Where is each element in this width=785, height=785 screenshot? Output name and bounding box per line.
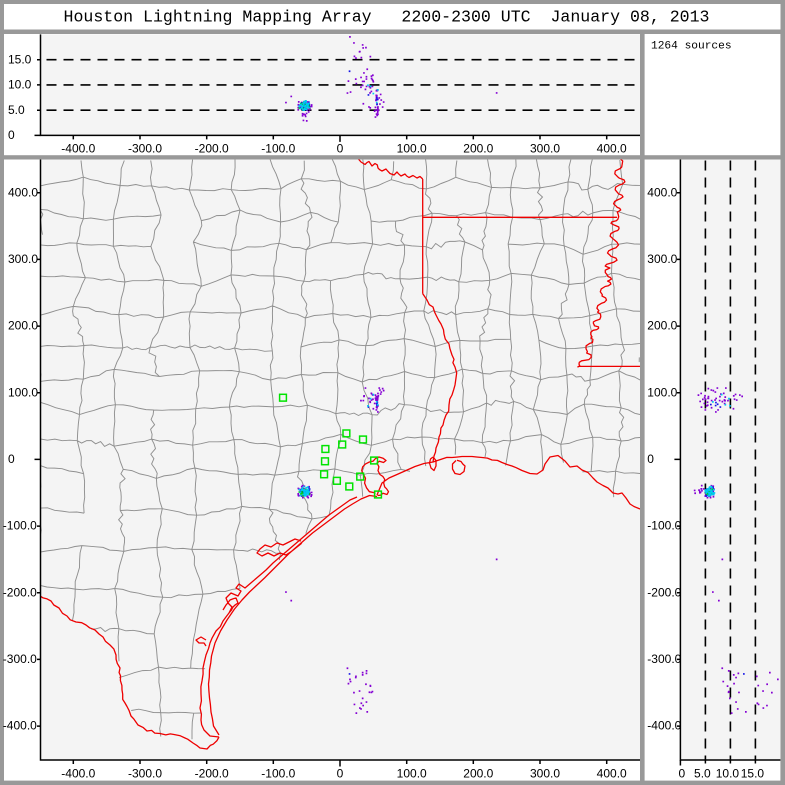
svg-text:400.0: 400.0 [597,142,627,156]
svg-text:400.0: 400.0 [647,185,677,199]
svg-text:-300.0: -300.0 [647,652,681,666]
svg-text:0: 0 [647,452,654,466]
svg-text:-300.0: -300.0 [3,652,37,666]
svg-text:100.0: 100.0 [8,385,38,399]
svg-text:-100.0: -100.0 [3,519,37,533]
svg-text:0: 0 [8,452,15,466]
svg-text:0: 0 [337,142,344,156]
svg-text:-300.0: -300.0 [128,767,162,781]
svg-text:15.0: 15.0 [8,52,32,66]
svg-text:10.0: 10.0 [716,767,740,781]
svg-text:300.0: 300.0 [647,252,677,266]
svg-text:Houston Lightning Mapping Arra: Houston Lightning Mapping Array 2200-230… [64,8,710,27]
svg-text:10.0: 10.0 [8,78,32,92]
svg-text:5.0: 5.0 [694,767,711,781]
svg-text:1264 sources: 1264 sources [651,41,732,53]
svg-text:0: 0 [337,767,344,781]
svg-text:0: 0 [679,767,686,781]
svg-text:-400.0: -400.0 [61,767,95,781]
svg-text:-400.0: -400.0 [647,719,681,733]
svg-text:300.0: 300.0 [8,252,38,266]
svg-text:0: 0 [8,128,15,142]
svg-text:200.0: 200.0 [463,142,493,156]
svg-text:300.0: 300.0 [530,142,560,156]
svg-text:400.0: 400.0 [597,767,627,781]
svg-text:15.0: 15.0 [741,767,765,781]
svg-text:-300.0: -300.0 [128,142,162,156]
svg-text:100.0: 100.0 [397,767,427,781]
svg-text:-200.0: -200.0 [195,142,229,156]
svg-text:100.0: 100.0 [397,142,427,156]
svg-text:200.0: 200.0 [647,319,677,333]
svg-text:100.0: 100.0 [647,385,677,399]
svg-text:-200.0: -200.0 [647,585,681,599]
svg-text:-400.0: -400.0 [61,142,95,156]
svg-text:-100.0: -100.0 [261,767,295,781]
svg-text:-200.0: -200.0 [195,767,229,781]
svg-text:-100.0: -100.0 [261,142,295,156]
svg-text:200.0: 200.0 [8,319,38,333]
svg-text:-100.0: -100.0 [647,519,681,533]
svg-text:400.0: 400.0 [8,185,38,199]
svg-text:5.0: 5.0 [8,103,25,117]
svg-text:300.0: 300.0 [530,767,560,781]
svg-text:200.0: 200.0 [463,767,493,781]
svg-text:-200.0: -200.0 [3,585,37,599]
svg-text:-400.0: -400.0 [3,719,37,733]
